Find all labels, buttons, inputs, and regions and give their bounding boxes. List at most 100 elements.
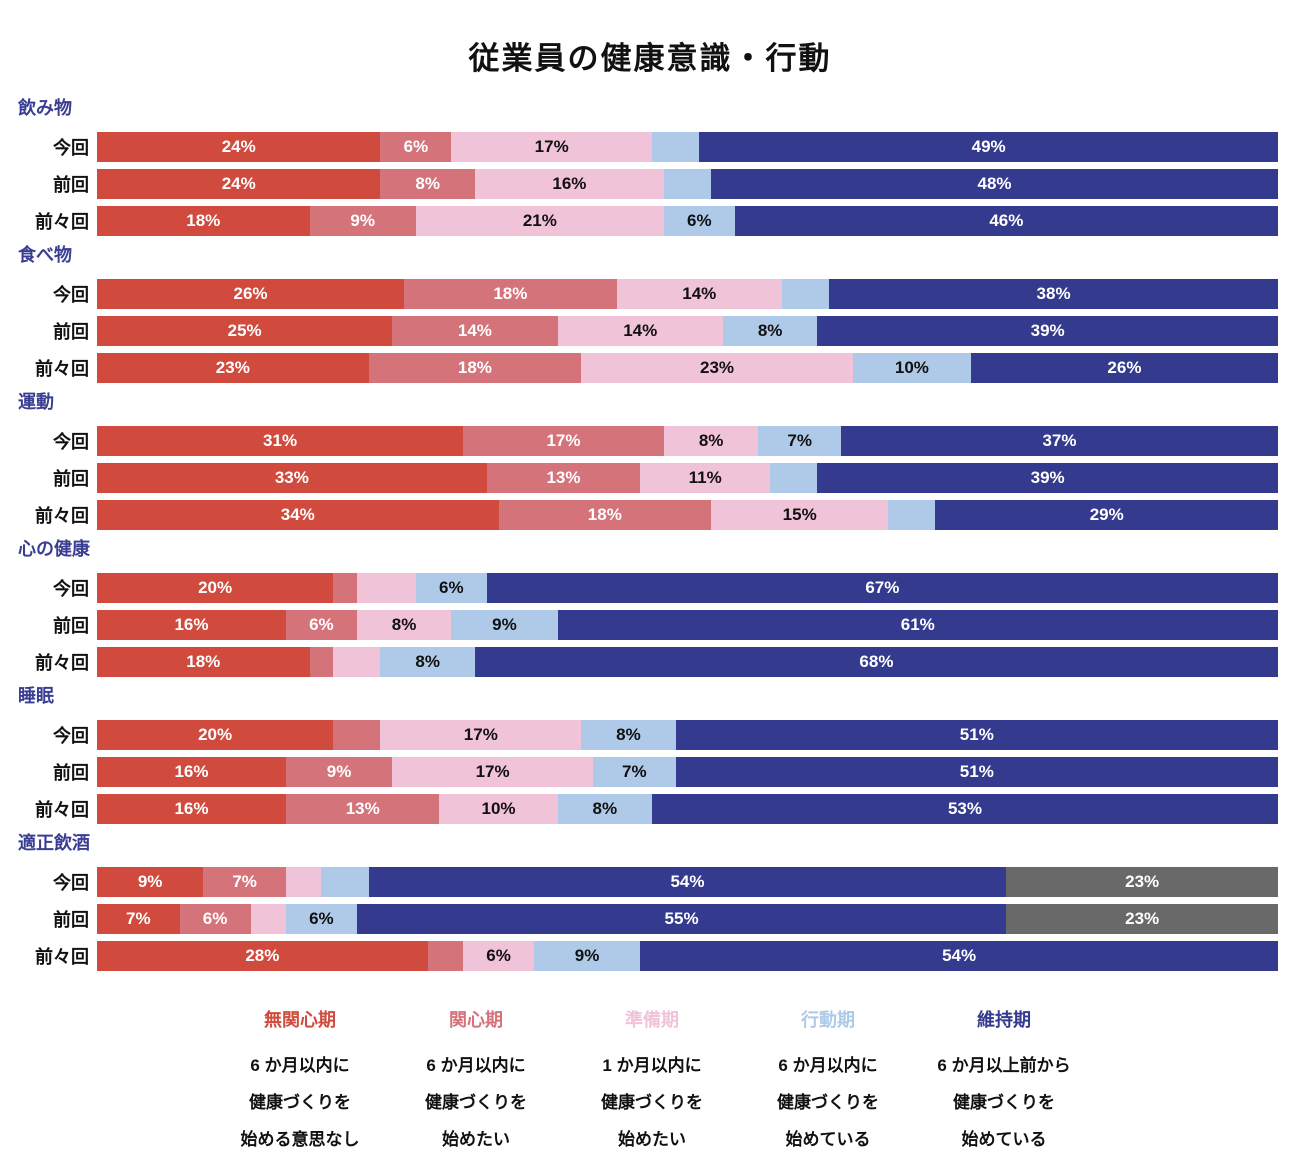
- legend-description: 1 か月以内に 健康づくりを 始めたい: [564, 1047, 740, 1158]
- bar-segment: 18%: [498, 500, 712, 530]
- bar-segment: [309, 647, 334, 677]
- stacked-bar-chart: 飲み物 今回 24% 6% 17% 49% 前回 24% 8% 16% 48% 前々回 18% 9% 21%…: [0, 96, 1300, 971]
- bar-segment: 18%: [368, 353, 582, 383]
- bar-segment: 8%: [581, 720, 676, 750]
- bar-segment: 8%: [380, 169, 475, 199]
- row-label: 前回: [53, 910, 89, 930]
- bar-segment: 7%: [593, 757, 676, 787]
- bar-row: 前々回 16% 13% 10% 8% 53%: [0, 794, 1300, 824]
- bar-segment: 13%: [285, 794, 440, 824]
- bar-segment: 38%: [829, 279, 1278, 309]
- legend-desc-line: 健康づくりを: [601, 1093, 703, 1112]
- bar-segment: 37%: [841, 426, 1278, 456]
- category-title: 飲み物: [18, 98, 72, 118]
- legend-desc-line: 健康づくりを: [249, 1093, 351, 1112]
- bar-row: 前々回 18% 9% 21% 6% 46%: [0, 206, 1300, 236]
- bar-segment: [333, 647, 381, 677]
- bar-track: 20% 17% 8% 51%: [97, 720, 1278, 750]
- bar-row: 前回 33% 13% 11% 39%: [0, 463, 1300, 493]
- legend-desc-line: 健康づくりを: [953, 1093, 1055, 1112]
- bar-segment: 55%: [356, 904, 1007, 934]
- category-title: 睡眠: [18, 686, 54, 706]
- bar-row: 前々回 18% 8% 68%: [0, 647, 1300, 677]
- bar-segment: [356, 573, 416, 603]
- legend-desc-line: 健康づくりを: [425, 1093, 527, 1112]
- bar-track: 24% 8% 16% 48%: [97, 169, 1278, 199]
- bar-track: 16% 9% 17% 7% 51%: [97, 757, 1278, 787]
- row-label: 今回: [53, 579, 89, 599]
- bar-track: 18% 9% 21% 6% 46%: [97, 206, 1278, 236]
- bar-segment: 68%: [474, 647, 1278, 677]
- row-label: 今回: [53, 138, 89, 158]
- bar-segment: 10%: [852, 353, 971, 383]
- legend-desc-line: 6 か月以内に: [426, 1056, 526, 1075]
- row-label: 前回: [53, 175, 89, 195]
- bar-segment: 33%: [97, 463, 487, 493]
- legend-description: 6 か月以上前から 健康づくりを 始めている: [916, 1047, 1092, 1158]
- bar-segment: 13%: [486, 463, 641, 493]
- row-label: 今回: [53, 285, 89, 305]
- bar-segment: [321, 867, 369, 897]
- bar-row: 前回 16% 6% 8% 9% 61%: [0, 610, 1300, 640]
- bar-segment: 31%: [97, 426, 464, 456]
- legend-desc-line: 始めたい: [442, 1130, 510, 1149]
- category-section: 食べ物 今回 26% 18% 14% 38% 前回 25% 14% 14% 8% 39% 前々回 23% 1…: [0, 243, 1300, 383]
- legend-desc-line: 6 か月以内に: [250, 1056, 350, 1075]
- legend-label: 準備期: [625, 1010, 679, 1030]
- legend-desc-line: 始めている: [785, 1130, 871, 1149]
- bar-row: 今回 9% 7% 54% 23%: [0, 867, 1300, 897]
- bar-row: 今回 24% 6% 17% 49%: [0, 132, 1300, 162]
- legend-label: 維持期: [977, 1010, 1031, 1030]
- bar-segment: 8%: [380, 647, 475, 677]
- category-title: 心の健康: [18, 539, 90, 559]
- legend-item: 無関心期 6 か月以内に 健康づくりを 始める意思なし: [212, 1007, 388, 1158]
- bar-track: 31% 17% 8% 7% 37%: [97, 426, 1278, 456]
- bar-row: 今回 20% 6% 67%: [0, 573, 1300, 603]
- row-label: 前々回: [35, 506, 89, 526]
- bar-row: 前回 7% 6% 6% 55% 23%: [0, 904, 1300, 934]
- bar-segment: 24%: [97, 169, 381, 199]
- bar-segment: 26%: [970, 353, 1278, 383]
- bar-segment: 51%: [675, 757, 1278, 787]
- bar-segment: 8%: [356, 610, 452, 640]
- bar-segment: 6%: [179, 904, 251, 934]
- bar-segment: 17%: [392, 757, 593, 787]
- bar-segment: 16%: [474, 169, 664, 199]
- bar-track: 34% 18% 15% 29%: [97, 500, 1278, 530]
- bar-segment: 49%: [699, 132, 1278, 162]
- bar-segment: 18%: [404, 279, 617, 309]
- legend-description: 6 か月以内に 健康づくりを 始めたい: [388, 1047, 564, 1158]
- bar-segment: 9%: [309, 206, 416, 236]
- legend-item: 維持期 6 か月以上前から 健康づくりを 始めている: [916, 1007, 1092, 1158]
- bar-segment: 6%: [285, 904, 357, 934]
- legend-item: 行動期 6 か月以内に 健康づくりを 始めている: [740, 1007, 916, 1158]
- bar-track: 24% 6% 17% 49%: [97, 132, 1278, 162]
- legend-description: 6 か月以内に 健康づくりを 始める意思なし: [212, 1047, 388, 1158]
- bar-segment: 24%: [97, 132, 381, 162]
- row-label: 前々回: [35, 359, 89, 379]
- row-label: 前回: [53, 322, 89, 342]
- legend-label: 行動期: [801, 1010, 855, 1030]
- row-label: 今回: [53, 873, 89, 893]
- legend-desc-line: 始める意思なし: [240, 1130, 360, 1149]
- bar-segment: 54%: [368, 867, 1007, 897]
- bar-segment: 8%: [557, 794, 653, 824]
- bar-segment: 18%: [97, 647, 310, 677]
- bar-segment: 48%: [711, 169, 1278, 199]
- legend-label: 無関心期: [264, 1010, 336, 1030]
- bar-segment: 10%: [439, 794, 558, 824]
- row-label: 今回: [53, 726, 89, 746]
- bar-segment: [770, 463, 818, 493]
- bar-segment: 14%: [557, 316, 723, 346]
- bar-track: 16% 13% 10% 8% 53%: [97, 794, 1278, 824]
- bar-segment: 23%: [97, 353, 369, 383]
- category-title: 食べ物: [18, 245, 72, 265]
- bar-segment: [888, 500, 936, 530]
- bar-segment: 21%: [415, 206, 664, 236]
- bar-segment: 6%: [415, 573, 487, 603]
- bar-row: 前回 25% 14% 14% 8% 39%: [0, 316, 1300, 346]
- bar-segment: 9%: [451, 610, 558, 640]
- bar-track: 26% 18% 14% 38%: [97, 279, 1278, 309]
- bar-segment: 23%: [1006, 904, 1278, 934]
